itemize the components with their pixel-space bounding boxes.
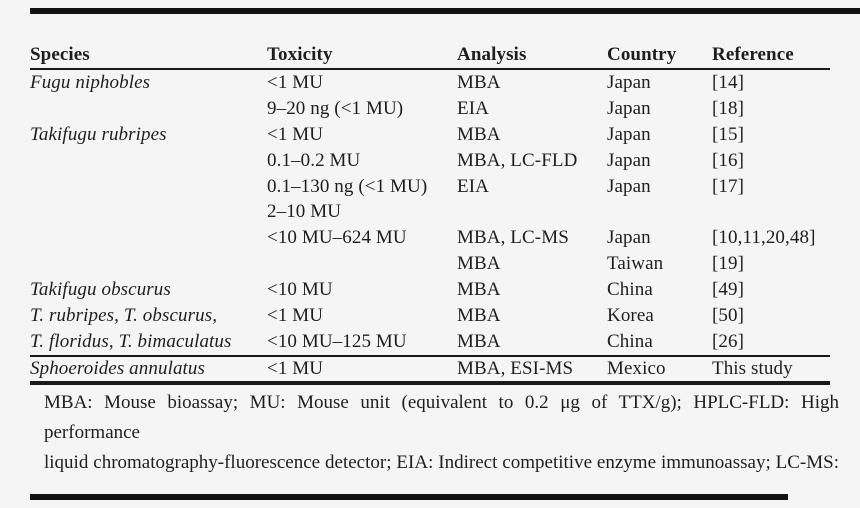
column-header-reference: Reference — [712, 43, 794, 65]
table-cell-analysis: EIA — [457, 97, 489, 119]
table-cell-analysis: EIA — [457, 175, 489, 197]
table-cell-country: Japan — [607, 71, 651, 93]
table-bottom-rule — [30, 381, 830, 386]
table-row: Fugu niphobles <1 MU MBA Japan [14] — [30, 70, 830, 96]
table-cell-reference: [50] — [712, 304, 745, 326]
table-cell-toxicity: <10 MU — [267, 279, 333, 301]
table-row: 2–10 MU — [30, 199, 830, 225]
table-cell-reference: [26] — [712, 330, 745, 352]
table-cell-reference: This study — [712, 358, 793, 380]
table-cell-country: China — [607, 279, 653, 301]
table-cell-analysis: MBA — [457, 123, 501, 145]
table-cell-species: Fugu niphobles — [30, 71, 151, 93]
table-cell-toxicity: <1 MU — [267, 358, 324, 380]
table-row: <10 MU–624 MU MBA, LC-MS Japan [10,11,20,48… — [30, 225, 830, 251]
table-cell-country: Japan — [607, 149, 651, 171]
column-header-toxicity: Toxicity — [267, 43, 333, 65]
table-cell-country: China — [607, 330, 653, 352]
column-header-species: Species — [30, 43, 90, 65]
table-cell-country: Japan — [607, 123, 651, 145]
table-cell-analysis: MBA, LC-MS — [457, 227, 569, 249]
table-cell-country: Korea — [607, 304, 654, 326]
table-cell-analysis: MBA — [457, 330, 501, 352]
toxicity-table: Species Toxicity Analysis Country Reference … — [30, 41, 830, 386]
table-row: Takifugu rubripes <1 MU MBA Japan [15] — [30, 122, 830, 148]
table-cell-analysis: MBA — [457, 304, 501, 326]
table-cell-toxicity: <1 MU — [267, 123, 324, 145]
table-row: 9–20 ng (<1 MU) EIA Japan [18] — [30, 96, 830, 122]
table-cell-toxicity: <1 MU — [267, 71, 324, 93]
table-row: Takifugu obscurus <10 MU MBA China [49] — [30, 277, 830, 303]
table-cell-reference: [17] — [712, 175, 745, 197]
table-row: T. rubripes, T. obscurus, <1 MU MBA Korea [5… — [30, 303, 830, 329]
table-cell-species: Takifugu rubripes — [30, 123, 167, 145]
table-cell-country: Japan — [607, 227, 651, 249]
table-cell-reference: [10,11,20,48] — [712, 227, 816, 249]
table-cell-country: Japan — [607, 97, 651, 119]
table-row: MBA Taiwan [19] — [30, 251, 830, 277]
table-cell-toxicity: <10 MU–624 MU — [267, 227, 407, 249]
table-cell-species: T. rubripes, T. obscurus, — [30, 304, 218, 326]
table-cell-analysis: MBA — [457, 253, 501, 275]
table-row-this-study: Sphoeroides annulatus <1 MU MBA, ESI-MS Mex… — [30, 354, 830, 382]
table-cell-toxicity: 2–10 MU — [267, 201, 342, 223]
table-cell-toxicity: <10 MU–125 MU — [267, 330, 407, 352]
table-cell-analysis: MBA, ESI-MS — [457, 358, 574, 380]
table-cell-species: T. floridus, T. bimaculatus — [30, 330, 232, 352]
table-cell-analysis: MBA — [457, 279, 501, 301]
table-row: 0.1–130 ng (<1 MU) EIA Japan [17] — [30, 174, 830, 200]
table-cell-toxicity: 9–20 ng (<1 MU) — [267, 97, 404, 119]
table-cell-reference: [49] — [712, 279, 745, 301]
column-header-analysis: Analysis — [457, 43, 527, 65]
table-cell-toxicity: <1 MU — [267, 304, 324, 326]
table-cell-country: Taiwan — [607, 253, 664, 275]
table-cell-analysis: MBA — [457, 71, 501, 93]
table-cell-country: Japan — [607, 175, 651, 197]
table-row: 0.1–0.2 MU MBA, LC-FLD Japan [16] — [30, 148, 830, 174]
bottom-rule-bar — [30, 494, 788, 500]
table-cell-reference: [15] — [712, 123, 745, 145]
table-cell-reference: [16] — [712, 149, 745, 171]
table-cell-species: Sphoeroides annulatus — [30, 358, 206, 380]
top-rule-bar — [30, 8, 860, 14]
table-cell-reference: [14] — [712, 71, 745, 93]
table-cell-reference: [18] — [712, 97, 745, 119]
table-row: T. floridus, T. bimaculatus <10 MU–125 MU… — [30, 329, 830, 355]
table-cell-reference: [19] — [712, 253, 745, 275]
table-body: Fugu niphobles <1 MU MBA Japan [14] 9–20 ng (… — [30, 70, 830, 355]
table-cell-toxicity: 0.1–130 ng (<1 MU) — [267, 175, 428, 197]
table-cell-analysis: MBA, LC-FLD — [457, 149, 578, 171]
footnote-line-1: MBA: Mouse bioassay; MU: Mouse unit (equ… — [44, 392, 839, 443]
footnote-line-2: liquid chromatography-fluorescence detec… — [44, 452, 839, 473]
footnote: MBA: Mouse bioassay; MU: Mouse unit (equ… — [44, 388, 839, 478]
table-cell-toxicity: 0.1–0.2 MU — [267, 149, 361, 171]
table-cell-species: Takifugu obscurus — [30, 279, 171, 301]
column-header-country: Country — [607, 43, 677, 65]
table-header-row: Species Toxicity Analysis Country Reference — [30, 41, 830, 70]
table-cell-country: Mexico — [607, 358, 666, 380]
